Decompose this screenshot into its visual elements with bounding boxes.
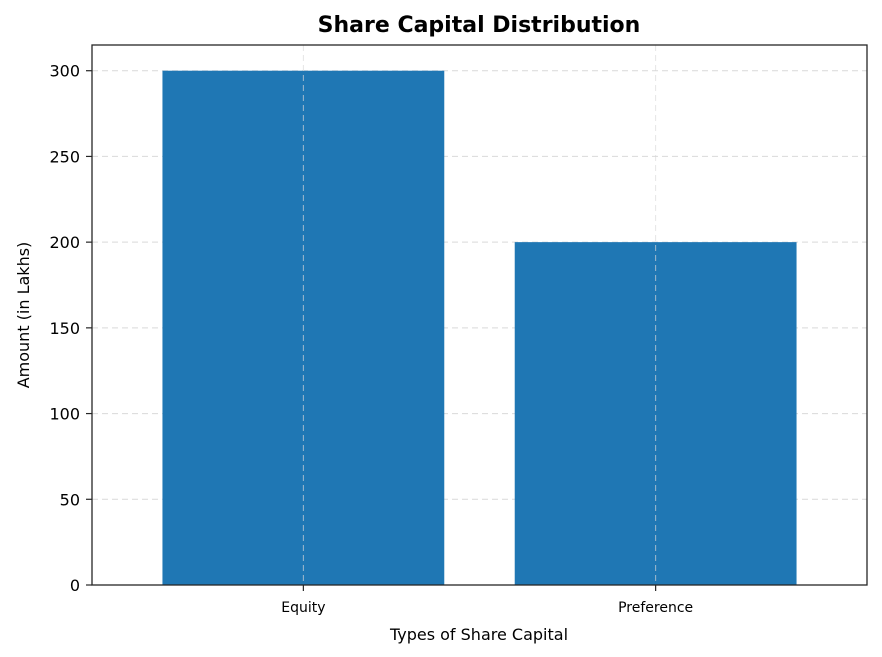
x-tick-label: Preference xyxy=(618,600,693,616)
y-tick-label: 0 xyxy=(70,576,80,595)
vertical-grid-lines xyxy=(302,45,657,585)
y-tick-label: 300 xyxy=(49,62,80,81)
y-axis-label: Amount (in Lakhs) xyxy=(14,242,33,389)
y-tick-label: 200 xyxy=(49,233,80,252)
x-axis-ticks: Equity Preference xyxy=(281,585,693,616)
plot-frame xyxy=(91,44,868,586)
y-axis-ticks: 0 50 100 150 200 250 300 xyxy=(49,62,92,595)
x-tick-label: Equity xyxy=(281,600,325,616)
bar-preference xyxy=(514,242,797,585)
chart-title: Share Capital Distribution xyxy=(318,13,641,38)
y-tick-label: 250 xyxy=(49,147,80,166)
x-axis-label: Types of Share Capital xyxy=(389,625,568,644)
y-tick-label: 100 xyxy=(49,405,80,424)
y-tick-label: 50 xyxy=(60,490,80,509)
y-tick-label: 150 xyxy=(49,319,80,338)
